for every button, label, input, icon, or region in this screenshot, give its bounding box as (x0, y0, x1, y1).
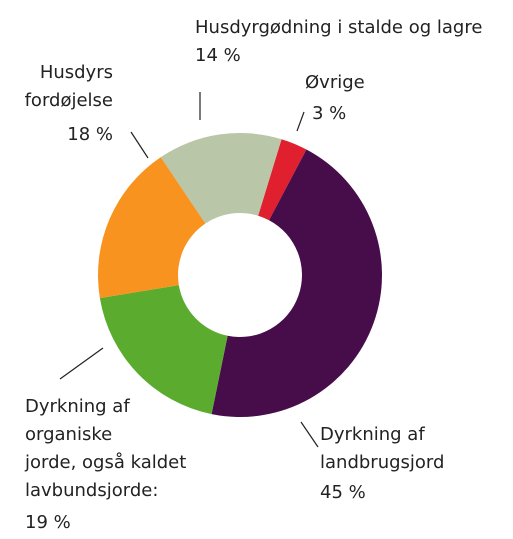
category-label: Dyrkning af landbrugsjord (320, 424, 444, 473)
category-label: Husdyrs fordøjelse (25, 62, 113, 111)
leader-line (300, 421, 319, 448)
category-label: Dyrkning af organiske jorde, også kaldet la… (24, 396, 186, 501)
donut-slice (258, 139, 307, 221)
category-label: Øvrige (305, 72, 365, 93)
leader-line (296, 111, 305, 132)
donut-slice (211, 149, 382, 418)
value-label: 18 % (67, 124, 113, 145)
leader-line (59, 347, 104, 380)
category-label: Husdyrgødning i stalde og lagre (195, 17, 482, 38)
value-label: 19 % (25, 512, 71, 533)
donut-slice (97, 157, 206, 299)
donut-slice (160, 133, 282, 224)
donut-slice (99, 285, 228, 415)
value-label: 3 % (312, 103, 346, 124)
value-label: 14 % (195, 45, 241, 66)
leader-line (130, 131, 149, 159)
value-label: 45 % (320, 482, 366, 503)
